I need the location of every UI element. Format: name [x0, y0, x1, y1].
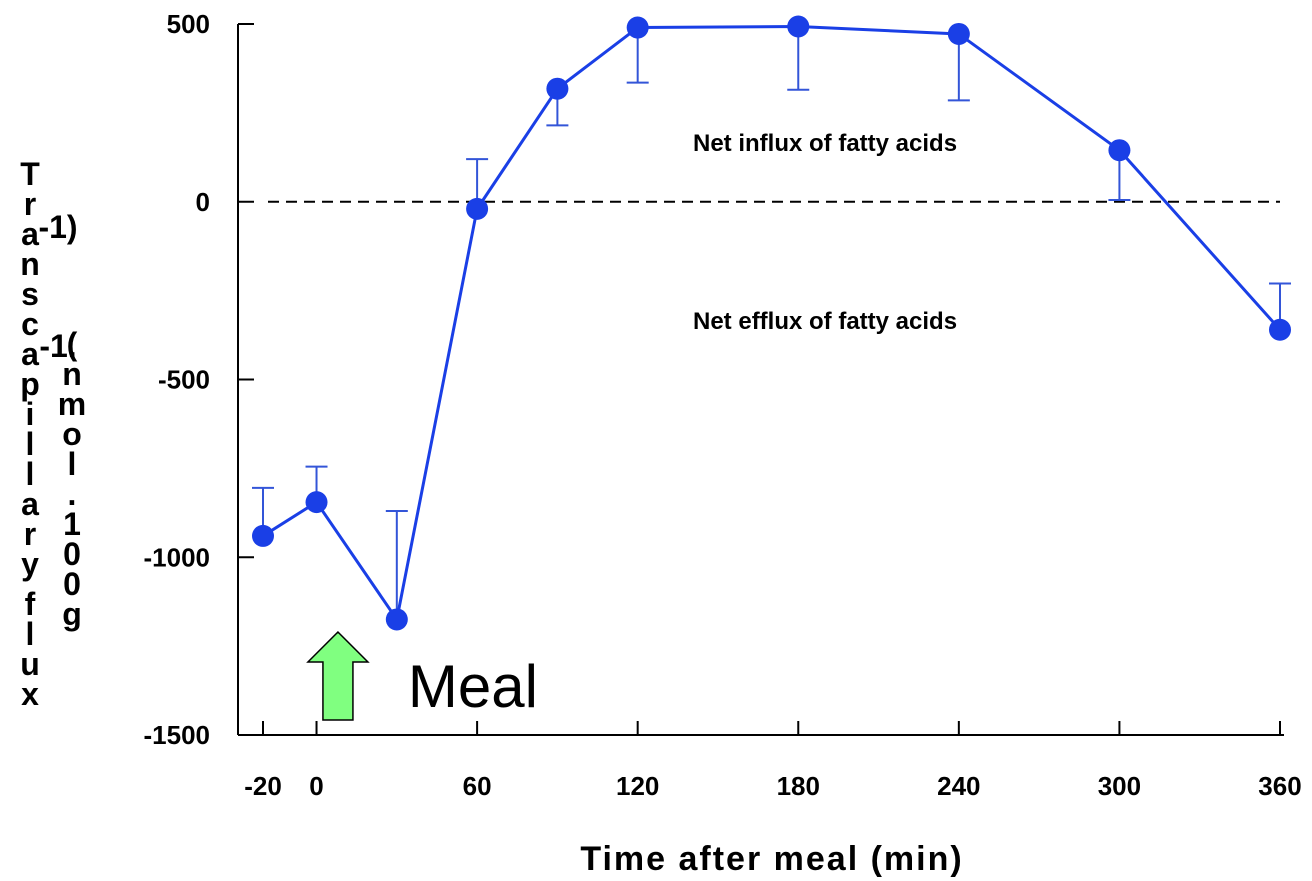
y-axis-title-glyph: 1 [63, 506, 81, 542]
y-axis-title-glyph: i [26, 396, 35, 432]
meal-label: Meal [408, 653, 538, 720]
y-axis-title-glyph: l [68, 446, 77, 482]
y-axis-title-glyph: a [21, 486, 39, 522]
x-tick-label: 360 [1258, 771, 1301, 801]
data-point [305, 491, 328, 514]
y-axis-title-glyph: f [25, 586, 36, 622]
y-axis-title-glyph: l [26, 456, 35, 492]
y-axis-title-glyph: p [20, 366, 40, 402]
y-axis-title-glyph: 0 [63, 536, 81, 572]
x-tick-label: -20 [244, 771, 282, 801]
data-point [1108, 139, 1131, 162]
y-axis-title-glyph: . [68, 476, 77, 512]
y-tick-label: -1000 [144, 542, 211, 572]
y-axis-title-glyph: a [21, 216, 39, 252]
meal-arrow-icon [306, 630, 370, 721]
data-point [947, 22, 970, 45]
y-axis-title-glyph: l [26, 426, 35, 462]
region-annotation: Net influx of fatty acids [693, 130, 957, 157]
x-tick-label: 120 [616, 771, 659, 801]
data-point [1269, 318, 1291, 341]
y-axis-title-glyph: r [24, 186, 36, 222]
data-point [385, 608, 408, 631]
y-axis-title-glyph: c [21, 306, 39, 342]
y-tick-label: 0 [196, 187, 210, 217]
x-tick-label: 300 [1098, 771, 1141, 801]
x-tick-label: 180 [777, 771, 820, 801]
region-annotation: Net efflux of fatty acids [693, 308, 957, 335]
y-tick-label: -500 [158, 365, 210, 395]
data-point [626, 16, 649, 39]
y-axis-title-glyph: x [21, 676, 39, 712]
plot-area: 500 0 -500 -1000 -1500 -20 0 60 120 180 240 300 360 N… [20, 9, 1301, 878]
y-axis-title-glyph: ( [67, 326, 78, 362]
y-axis-title-glyph: g [62, 596, 82, 632]
y-axis-title-glyph: 0 [63, 566, 81, 602]
y-axis-title-glyph: n [20, 246, 40, 282]
series-line [262, 24, 1282, 624]
y-axis-title-glyph: -1. [39, 328, 76, 364]
data-point [546, 77, 569, 100]
y-axis-title-glyph: T [20, 156, 40, 192]
data-point [252, 524, 274, 547]
y-axis-title-glyph: r [24, 516, 36, 552]
y-axis-title-glyph: m [58, 386, 86, 422]
y-tick-label: -1500 [144, 720, 211, 750]
y-axis-title-glyph: u [20, 646, 40, 682]
x-tick-label: 240 [937, 771, 980, 801]
y-axis-title-glyph: l [26, 616, 35, 652]
y-axis-title-glyph: a [21, 336, 39, 372]
x-tick-label: 60 [463, 771, 492, 801]
data-point [787, 15, 810, 38]
data-point [466, 197, 489, 220]
y-axis-title-glyph: -1) [38, 209, 77, 245]
x-axis-title: Time after meal (min) [580, 840, 963, 878]
y-tick-label: 500 [167, 9, 210, 39]
y-axis-title-glyph: y [21, 546, 39, 582]
x-tick-label: 0 [309, 771, 323, 801]
y-axis-title-glyph: s [21, 276, 39, 312]
y-axis-title-glyph: n [62, 356, 82, 392]
y-axis-title-glyph: o [62, 416, 82, 452]
